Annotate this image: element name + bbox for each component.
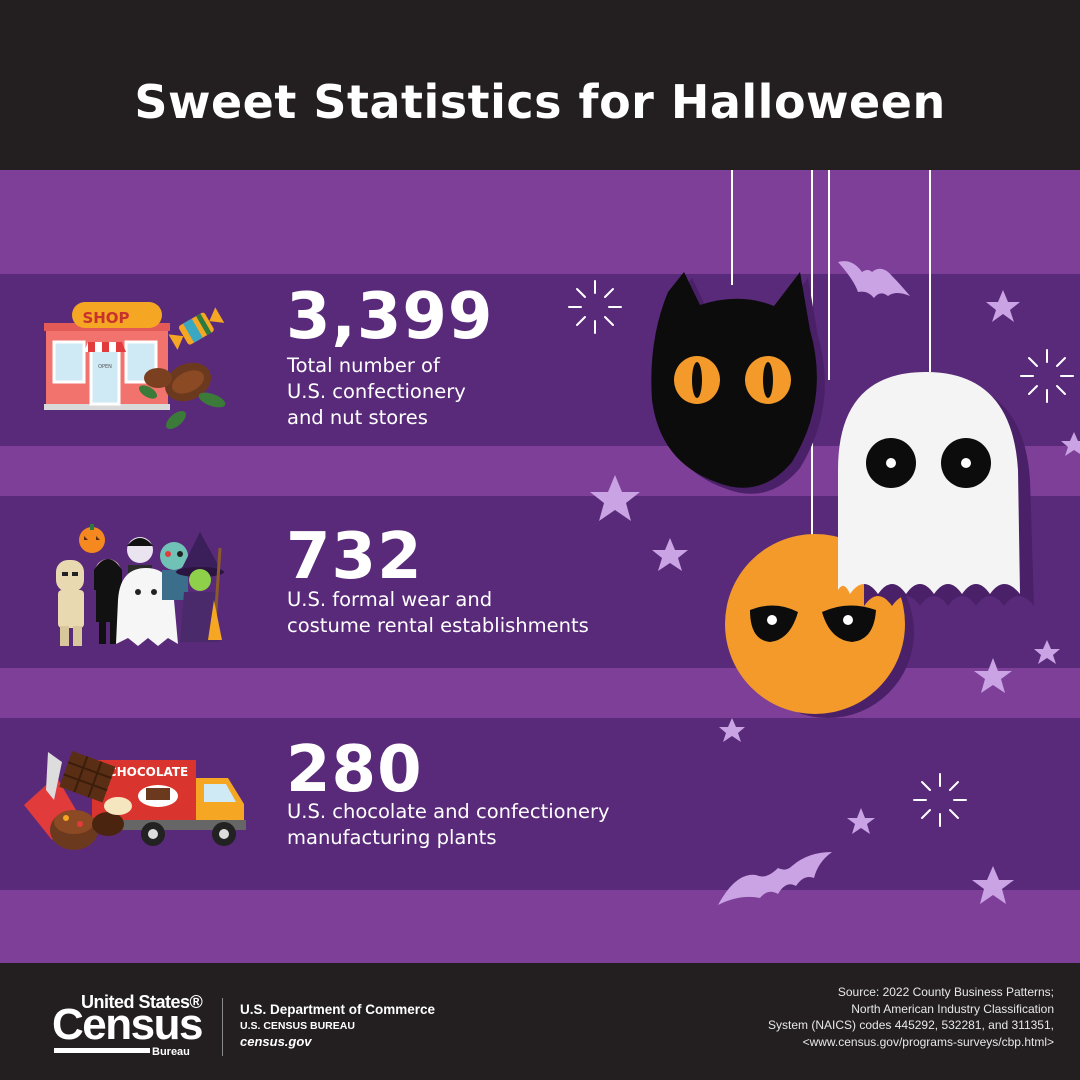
star-icon bbox=[974, 658, 1012, 693]
ghost-icon bbox=[838, 372, 1020, 594]
cat-head-icon bbox=[651, 272, 817, 488]
bat-icons bbox=[718, 261, 910, 905]
star-icon bbox=[1034, 640, 1060, 664]
star-icon bbox=[847, 808, 875, 834]
stat-value-chocolate-plants: 280 bbox=[286, 733, 423, 807]
census-logo-wordmark: Census bbox=[52, 1000, 203, 1049]
sparkle-icon bbox=[913, 773, 967, 827]
black-cat-ornament bbox=[651, 272, 825, 494]
footer-bar bbox=[0, 963, 1080, 1080]
star-icon bbox=[590, 475, 640, 521]
star-icon bbox=[719, 718, 745, 742]
chocolate-truck-icon: CHOCOLATE bbox=[24, 750, 246, 850]
star-icons bbox=[590, 290, 1080, 904]
page-title: Sweet Statistics for Halloween bbox=[134, 75, 946, 129]
stat-description-confectionery-stores: Total number of U.S. confectionery and n… bbox=[287, 354, 466, 429]
stat-description-chocolate-plants: U.S. chocolate and confectionery manufac… bbox=[287, 800, 610, 849]
census-logo-line1: United States® bbox=[81, 992, 203, 1012]
bureau-name: U.S. CENSUS BUREAU bbox=[240, 1020, 355, 1032]
shop-sign-label: SHOP bbox=[82, 309, 129, 327]
footer-divider bbox=[222, 998, 223, 1056]
website-link[interactable]: census.gov bbox=[240, 1034, 312, 1049]
star-icon bbox=[1061, 432, 1080, 456]
department-name: U.S. Department of Commerce bbox=[240, 1002, 436, 1017]
census-logo-underline bbox=[54, 1048, 150, 1053]
candy-shop-icon: SHOP OPEN bbox=[44, 302, 226, 429]
star-icon bbox=[652, 538, 688, 571]
sparkle-icon bbox=[1020, 349, 1074, 403]
costumed-kids-icon bbox=[56, 524, 224, 646]
sparkle-icons bbox=[568, 280, 1074, 827]
stat-value-confectionery-stores: 3,399 bbox=[286, 280, 494, 354]
stat-description-costume-rental: U.S. formal wear and costume rental esta… bbox=[287, 588, 589, 637]
header-bar bbox=[0, 0, 1080, 170]
bat-icon bbox=[718, 852, 832, 905]
source-citation: Source: 2022 County Business Patterns; N… bbox=[768, 985, 1054, 1049]
census-logo-line3: Bureau bbox=[152, 1046, 190, 1058]
shop-door-label: OPEN bbox=[98, 364, 112, 370]
truck-label: CHOCOLATE bbox=[108, 765, 188, 779]
star-icon bbox=[972, 866, 1014, 904]
sparkle-icon bbox=[568, 280, 622, 334]
bat-icon bbox=[838, 261, 910, 298]
stat-value-costume-rental: 732 bbox=[286, 520, 423, 594]
star-icon bbox=[986, 290, 1020, 322]
ghost-ornament bbox=[838, 372, 1034, 606]
